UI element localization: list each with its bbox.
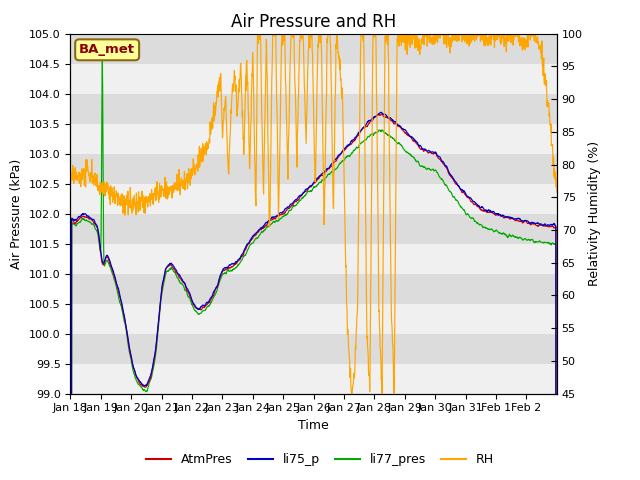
Y-axis label: Relativity Humidity (%): Relativity Humidity (%) [588, 141, 601, 286]
Bar [70, 214, 557, 244]
Bar [70, 184, 557, 214]
Bar [70, 64, 557, 94]
Legend: AtmPres, li75_p, li77_pres, RH: AtmPres, li75_p, li77_pres, RH [141, 448, 499, 471]
Bar [70, 364, 557, 394]
Bar [70, 274, 557, 304]
Text: BA_met: BA_met [79, 43, 135, 56]
X-axis label: Time: Time [298, 419, 329, 432]
Bar [70, 154, 557, 184]
Bar [70, 94, 557, 124]
Bar [70, 124, 557, 154]
Bar [70, 244, 557, 274]
Bar [70, 334, 557, 364]
Y-axis label: Air Pressure (kPa): Air Pressure (kPa) [10, 158, 24, 269]
Bar [70, 34, 557, 64]
Bar [70, 304, 557, 334]
Title: Air Pressure and RH: Air Pressure and RH [231, 12, 396, 31]
